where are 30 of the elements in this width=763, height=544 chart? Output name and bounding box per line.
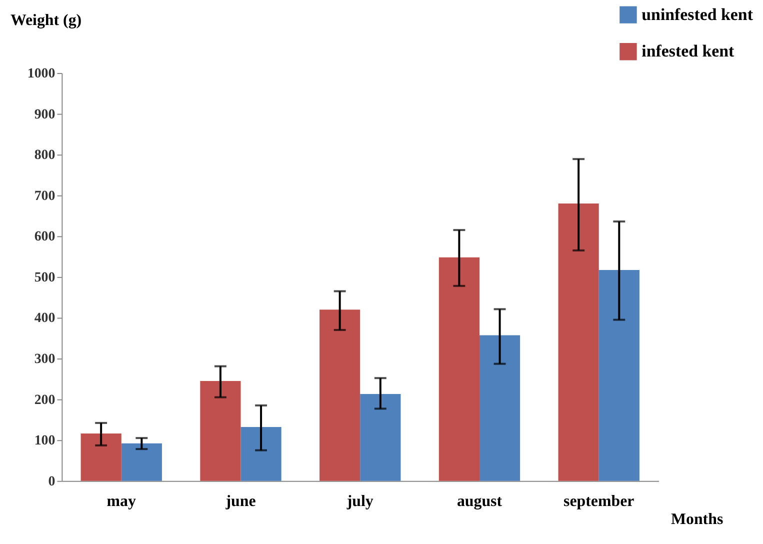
- y-tick-label: 200: [34, 392, 56, 408]
- y-tick-label: 900: [34, 107, 56, 122]
- bar: [558, 204, 599, 481]
- y-tick-label: 800: [34, 148, 56, 164]
- x-tick-label: may: [106, 493, 136, 510]
- bar: [240, 427, 282, 481]
- y-tick-label: 500: [34, 270, 56, 286]
- bar: [320, 310, 360, 481]
- x-axis-title: Months: [670, 511, 724, 528]
- bar: [479, 335, 520, 481]
- x-tick-label: september: [564, 493, 634, 510]
- x-tick-label: august: [456, 493, 503, 510]
- bar: [438, 257, 480, 481]
- bar: [121, 443, 162, 481]
- legend-label: uninfested kent: [642, 4, 754, 24]
- bar: [598, 270, 640, 481]
- y-tick-label: 600: [34, 230, 56, 245]
- y-tick-label: 300: [34, 352, 56, 367]
- x-tick-label: july: [346, 493, 374, 510]
- bar: [360, 394, 401, 481]
- y-axis-title: Weight (g): [10, 12, 82, 29]
- y-tick-label: 100: [34, 434, 56, 449]
- y-tick-label: 1000: [27, 66, 56, 82]
- x-tick-label: june: [224, 493, 256, 510]
- bar: [200, 380, 241, 481]
- y-tick-label: 0: [48, 474, 56, 490]
- legend-label: infested kent: [642, 42, 735, 61]
- y-tick-label: 700: [34, 188, 56, 204]
- y-tick-label: 400: [34, 311, 56, 326]
- bar: [80, 434, 122, 481]
